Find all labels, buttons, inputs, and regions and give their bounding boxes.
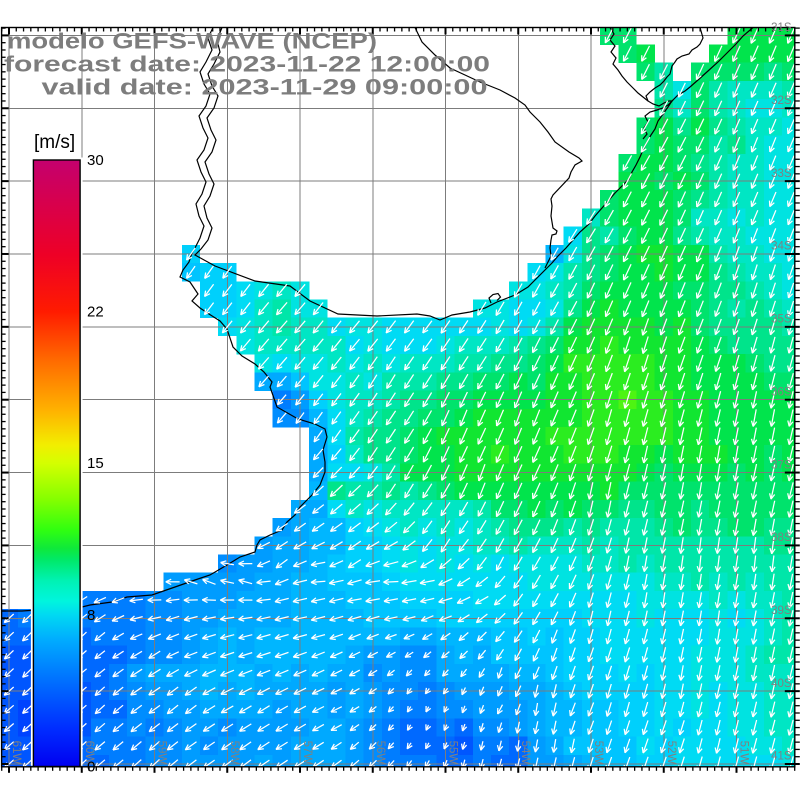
svg-text:34S: 34S xyxy=(771,241,792,253)
svg-text:[m/s]: [m/s] xyxy=(34,132,75,153)
svg-text:54W: 54W xyxy=(519,741,531,765)
svg-text:valid date: 2023-11-29 09:00:0: valid date: 2023-11-29 09:00:00 xyxy=(42,74,488,99)
svg-text:15: 15 xyxy=(87,455,104,472)
svg-text:35S: 35S xyxy=(771,314,792,326)
svg-text:41S: 41S xyxy=(771,751,792,763)
svg-text:38S: 38S xyxy=(771,532,792,544)
svg-text:61W: 61W xyxy=(10,741,22,765)
svg-text:52W: 52W xyxy=(665,741,677,765)
svg-text:60W: 60W xyxy=(83,741,95,765)
svg-text:37S: 37S xyxy=(771,459,792,471)
svg-text:57W: 57W xyxy=(301,741,313,765)
svg-text:33S: 33S xyxy=(771,168,792,180)
svg-text:55W: 55W xyxy=(447,741,459,765)
svg-text:56W: 56W xyxy=(374,741,386,765)
svg-text:8: 8 xyxy=(87,607,95,624)
svg-text:31S: 31S xyxy=(771,22,792,34)
svg-text:30: 30 xyxy=(87,152,104,169)
svg-text:39S: 39S xyxy=(771,605,792,617)
svg-text:58W: 58W xyxy=(228,741,240,765)
svg-text:59W: 59W xyxy=(156,741,168,765)
svg-text:40S: 40S xyxy=(771,678,792,690)
svg-text:51W: 51W xyxy=(738,741,750,765)
svg-text:36S: 36S xyxy=(771,386,792,398)
svg-text:modelo GEFS-WAVE (NCEP): modelo GEFS-WAVE (NCEP) xyxy=(7,28,377,53)
svg-text:forecast date: 2023-11-22 12:0: forecast date: 2023-11-22 12:00:00 xyxy=(4,51,490,76)
svg-text:0: 0 xyxy=(87,759,95,776)
svg-text:22: 22 xyxy=(87,304,104,321)
svg-text:53W: 53W xyxy=(592,741,604,765)
svg-text:32S: 32S xyxy=(771,95,792,107)
